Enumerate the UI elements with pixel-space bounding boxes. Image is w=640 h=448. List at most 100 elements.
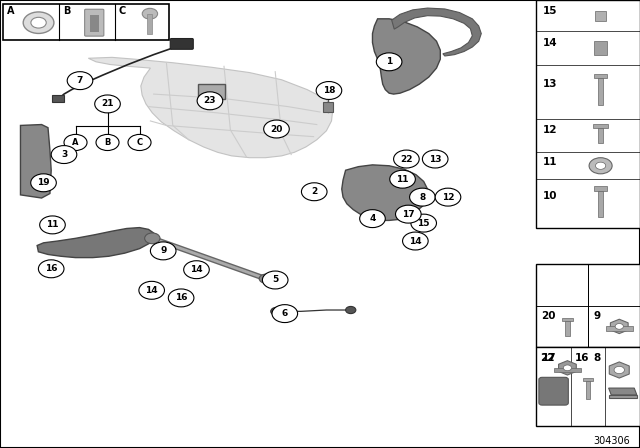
Text: 12: 12: [442, 193, 454, 202]
Circle shape: [38, 260, 64, 278]
Circle shape: [390, 170, 415, 188]
Circle shape: [614, 366, 625, 374]
Text: 15: 15: [543, 6, 557, 16]
Text: 9: 9: [160, 246, 166, 255]
Circle shape: [139, 281, 164, 299]
Circle shape: [262, 271, 288, 289]
Text: A: A: [7, 6, 15, 16]
FancyBboxPatch shape: [198, 84, 225, 99]
Bar: [594, 41, 607, 55]
Text: 12: 12: [543, 125, 557, 135]
Text: C: C: [136, 138, 143, 147]
Circle shape: [31, 174, 56, 192]
Text: 17: 17: [541, 353, 556, 362]
Circle shape: [31, 17, 46, 28]
Text: 4: 4: [369, 214, 376, 223]
Bar: [536, 347, 640, 426]
Circle shape: [67, 72, 93, 90]
Text: 13: 13: [429, 155, 442, 164]
Bar: [554, 368, 580, 372]
Circle shape: [589, 158, 612, 174]
Text: 22: 22: [400, 155, 413, 164]
Bar: [594, 74, 607, 78]
Circle shape: [40, 216, 65, 234]
Circle shape: [403, 232, 428, 250]
Polygon shape: [372, 19, 440, 94]
Bar: [536, 0, 640, 228]
Bar: [536, 264, 640, 347]
Text: B: B: [104, 138, 111, 147]
FancyBboxPatch shape: [539, 377, 568, 405]
Text: 6: 6: [282, 309, 288, 318]
Text: 9: 9: [593, 311, 600, 321]
Text: 14: 14: [145, 286, 158, 295]
Circle shape: [96, 134, 119, 151]
Text: 16: 16: [575, 353, 589, 362]
Text: 1: 1: [386, 57, 392, 66]
Text: 10: 10: [543, 191, 557, 202]
Circle shape: [184, 261, 209, 279]
Text: 11: 11: [46, 220, 59, 229]
Circle shape: [271, 307, 282, 315]
Circle shape: [595, 162, 605, 169]
Circle shape: [316, 82, 342, 99]
Text: 11: 11: [543, 157, 557, 167]
Circle shape: [396, 205, 421, 223]
Text: 11: 11: [396, 175, 409, 184]
Bar: [147, 14, 152, 34]
Circle shape: [168, 289, 194, 307]
Polygon shape: [609, 362, 629, 378]
Polygon shape: [342, 165, 428, 220]
Polygon shape: [611, 319, 628, 334]
Polygon shape: [88, 57, 333, 158]
Polygon shape: [609, 395, 637, 398]
Text: 17: 17: [402, 210, 415, 219]
Bar: [595, 11, 605, 21]
Circle shape: [422, 150, 448, 168]
Bar: [52, 95, 64, 102]
Polygon shape: [37, 228, 155, 258]
Text: C: C: [118, 6, 125, 16]
Polygon shape: [559, 361, 576, 375]
Text: 304306: 304306: [594, 436, 630, 446]
Bar: [586, 381, 591, 399]
Bar: [598, 128, 604, 142]
FancyBboxPatch shape: [84, 9, 104, 36]
FancyBboxPatch shape: [170, 39, 193, 49]
Text: 19: 19: [37, 178, 50, 187]
Polygon shape: [20, 125, 51, 198]
Circle shape: [142, 9, 157, 19]
Text: 15: 15: [417, 219, 430, 228]
Circle shape: [95, 95, 120, 113]
Circle shape: [150, 242, 176, 260]
Circle shape: [197, 92, 223, 110]
Text: B: B: [63, 6, 70, 16]
Circle shape: [51, 146, 77, 164]
Bar: [606, 327, 632, 331]
Text: 2: 2: [311, 187, 317, 196]
Circle shape: [410, 188, 435, 206]
Bar: [594, 186, 607, 191]
Circle shape: [64, 134, 87, 151]
Text: 14: 14: [543, 38, 557, 48]
Bar: [323, 102, 333, 112]
Bar: [562, 318, 573, 321]
Circle shape: [23, 12, 54, 34]
Text: 14: 14: [409, 237, 422, 246]
Circle shape: [301, 183, 327, 201]
Bar: [565, 321, 570, 336]
Text: 14: 14: [190, 265, 203, 274]
Circle shape: [376, 53, 402, 71]
Text: 16: 16: [175, 293, 188, 302]
Circle shape: [411, 214, 436, 232]
Text: 22: 22: [540, 353, 555, 362]
Text: 5: 5: [272, 276, 278, 284]
Bar: [90, 15, 99, 32]
Text: 8: 8: [419, 193, 426, 202]
Text: 8: 8: [593, 353, 600, 362]
Polygon shape: [609, 388, 637, 395]
Circle shape: [346, 306, 356, 314]
Circle shape: [360, 210, 385, 228]
Text: 13: 13: [543, 79, 557, 89]
Circle shape: [145, 233, 160, 244]
